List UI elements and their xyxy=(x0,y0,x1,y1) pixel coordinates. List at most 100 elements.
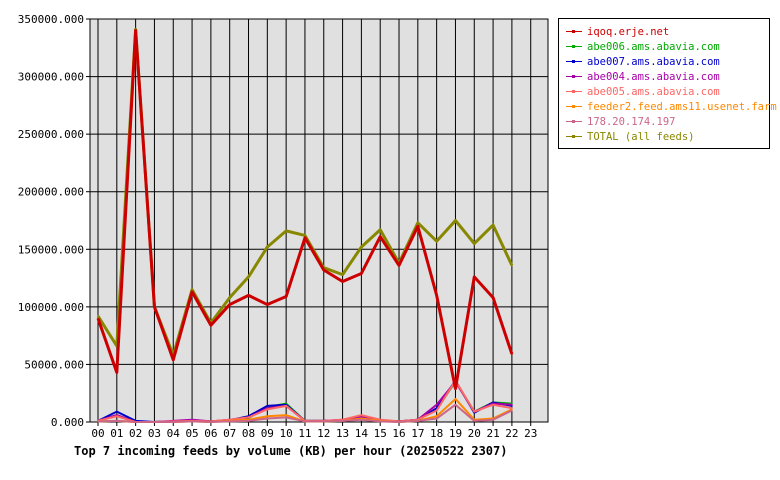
data-point xyxy=(454,403,457,406)
x-tick-label: 11 xyxy=(298,427,311,440)
legend-swatch xyxy=(565,43,583,51)
data-point xyxy=(417,222,419,224)
x-tick-label: 13 xyxy=(336,427,349,440)
series-lines xyxy=(96,27,514,423)
data-point xyxy=(435,294,438,297)
x-tick-label: 08 xyxy=(242,427,255,440)
data-point xyxy=(454,219,457,222)
x-tick-label: 01 xyxy=(110,427,123,440)
data-point xyxy=(191,291,193,293)
data-point xyxy=(360,272,363,275)
data-point xyxy=(511,264,513,267)
y-axis: 0.000 50000.000 100000.000 150000.000 200000… xyxy=(18,13,90,429)
data-point xyxy=(247,420,250,422)
legend-label: abe004.ams.abavia.com xyxy=(587,70,720,83)
data-point xyxy=(454,387,457,390)
legend-item: abe004.ams.abavia.com xyxy=(565,69,769,84)
data-point xyxy=(153,421,156,423)
legend-label: feeder2.feed.ams11.usenet.farm xyxy=(587,100,777,113)
data-point xyxy=(473,420,476,422)
data-point xyxy=(172,359,175,361)
data-point xyxy=(285,295,287,298)
data-point xyxy=(379,420,382,423)
data-point xyxy=(473,242,476,245)
legend-item: iqoq.erje.net xyxy=(565,24,769,39)
data-point xyxy=(360,418,363,421)
x-tick-label: 19 xyxy=(449,427,462,440)
data-point xyxy=(511,409,513,412)
y-tick-label: 100000.000 xyxy=(18,301,84,314)
legend-swatch xyxy=(565,58,583,66)
data-point xyxy=(172,421,175,423)
y-tick-label: 150000.000 xyxy=(18,243,84,256)
data-point xyxy=(247,294,250,297)
x-tick-label: 16 xyxy=(392,427,405,440)
legend-swatch xyxy=(565,28,583,36)
legend-item: TOTAL (all feeds) xyxy=(565,129,769,144)
data-point xyxy=(134,29,137,32)
data-point xyxy=(398,264,400,267)
legend-item: abe005.ams.abavia.com xyxy=(565,84,769,99)
legend-swatch xyxy=(565,118,583,126)
y-tick-label: 0.000 xyxy=(51,416,84,429)
data-point xyxy=(191,420,193,423)
data-point xyxy=(341,273,344,276)
data-point xyxy=(511,403,513,406)
data-point xyxy=(454,398,457,400)
data-point xyxy=(116,371,118,374)
legend-item: abe006.ams.abavia.com xyxy=(565,39,769,54)
data-point xyxy=(511,353,513,355)
legend-swatch xyxy=(565,88,583,96)
data-point xyxy=(492,418,494,421)
legend-label: abe007.ams.abavia.com xyxy=(587,55,720,68)
x-tick-label: 04 xyxy=(167,427,181,440)
data-point xyxy=(473,410,476,413)
data-point xyxy=(304,420,306,423)
data-point xyxy=(285,414,287,416)
legend: iqoq.erje.net abe006.ams.abavia.com abe007… xyxy=(558,18,777,149)
legend-swatch xyxy=(565,133,583,141)
y-tick-label: 300000.000 xyxy=(18,71,84,84)
data-point xyxy=(285,405,287,407)
x-tick-label: 00 xyxy=(91,427,104,440)
legend-label: 178.20.174.197 xyxy=(587,115,676,128)
data-point xyxy=(116,415,118,418)
x-tick-label: 02 xyxy=(129,427,142,440)
legend-label: abe006.ams.abavia.com xyxy=(587,40,720,53)
data-point xyxy=(341,280,344,283)
y-tick-label: 200000.000 xyxy=(18,186,84,199)
data-point xyxy=(228,296,231,299)
data-point xyxy=(266,303,269,306)
x-tick-label: 12 xyxy=(317,427,330,440)
data-point xyxy=(492,224,494,226)
data-point xyxy=(116,420,118,422)
data-point xyxy=(435,409,438,412)
x-tick-label: 21 xyxy=(486,427,499,440)
legend-item: abe007.ams.abavia.com xyxy=(565,54,769,69)
x-tick-label: 18 xyxy=(430,427,443,440)
x-tick-label: 22 xyxy=(505,427,518,440)
data-point xyxy=(417,225,419,228)
data-point xyxy=(153,306,156,308)
x-axis: 00 01 02 03 04 05 06 07 08 09 10 11 12 13 14 15 16 17 18 19… xyxy=(91,422,537,440)
legend-swatch xyxy=(565,103,583,111)
data-point xyxy=(191,288,193,291)
data-point xyxy=(435,403,438,406)
data-point xyxy=(210,421,212,423)
data-point xyxy=(379,228,382,231)
data-point xyxy=(473,276,476,278)
legend-item: 178.20.174.197 xyxy=(565,114,769,129)
y-tick-label: 50000.000 xyxy=(24,358,84,371)
legend-swatch xyxy=(565,73,583,81)
data-point xyxy=(210,324,212,327)
data-point xyxy=(435,417,438,420)
data-point xyxy=(266,246,269,248)
data-point xyxy=(228,420,231,423)
data-point xyxy=(492,296,494,299)
data-point xyxy=(304,236,306,239)
data-point xyxy=(97,420,99,423)
data-point xyxy=(417,420,419,422)
data-point xyxy=(341,420,344,422)
y-tick-label: 350000.000 xyxy=(18,13,84,26)
